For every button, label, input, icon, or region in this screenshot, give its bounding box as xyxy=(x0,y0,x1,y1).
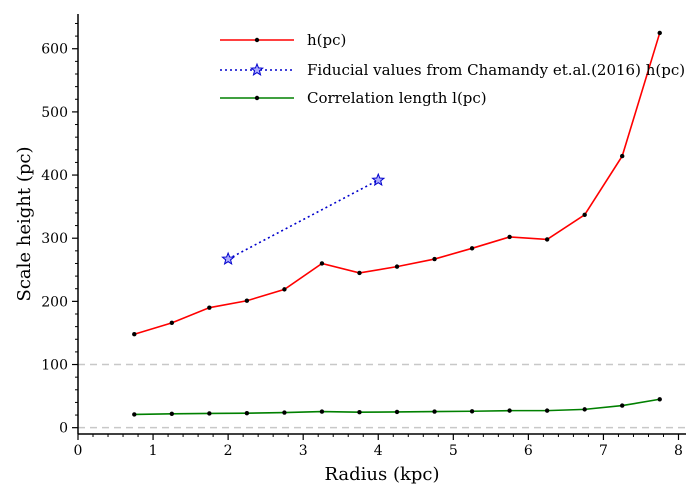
x-tick-label: 5 xyxy=(449,443,458,459)
data-point xyxy=(169,320,175,326)
legend-marker-dot xyxy=(254,95,260,101)
x-tick-label: 7 xyxy=(599,443,608,459)
x-tick-label: 1 xyxy=(149,443,158,459)
data-point xyxy=(469,409,475,414)
data-point xyxy=(357,270,362,276)
y-tick-label: 500 xyxy=(41,105,68,121)
x-tick-label: 0 xyxy=(74,443,83,459)
data-point xyxy=(244,298,250,303)
data-point xyxy=(207,411,212,416)
data-point xyxy=(657,30,662,36)
data-point xyxy=(469,246,475,251)
legend-label-0: h(pc) xyxy=(307,31,346,49)
data-point xyxy=(282,410,287,415)
legend-label-2: Correlation length l(pc) xyxy=(307,89,487,107)
data-point xyxy=(319,409,325,414)
legend-marker-star xyxy=(249,62,265,76)
data-point xyxy=(619,153,625,159)
data-point-star xyxy=(371,172,386,187)
data-point xyxy=(432,409,437,414)
x-axis-title: Radius (kpc) xyxy=(324,464,439,485)
x-tick-label: 2 xyxy=(224,443,233,459)
y-tick-label: 200 xyxy=(41,294,68,310)
legend-marker-dot xyxy=(254,37,260,43)
y-tick-label: 300 xyxy=(41,231,68,247)
data-point xyxy=(582,212,587,218)
y-tick-label: 400 xyxy=(41,168,68,184)
series-line-1 xyxy=(227,179,379,260)
data-point xyxy=(207,305,212,310)
data-point xyxy=(319,261,325,266)
y-tick-label: 600 xyxy=(41,42,68,58)
data-point xyxy=(582,407,587,412)
data-point xyxy=(394,409,400,415)
legend-label-1: Fiducial values from Chamandy et.al.(201… xyxy=(307,61,685,79)
data-point xyxy=(507,408,512,413)
data-point xyxy=(657,397,662,402)
x-tick-label: 3 xyxy=(299,443,308,459)
data-point xyxy=(132,412,137,417)
x-tick-label: 4 xyxy=(374,443,383,459)
x-tick-label: 6 xyxy=(524,443,533,459)
y-tick-label: 0 xyxy=(59,421,68,437)
data-point xyxy=(244,410,250,416)
data-point xyxy=(169,411,175,416)
data-point-star xyxy=(221,251,236,266)
data-point xyxy=(507,234,512,240)
data-point xyxy=(544,237,550,242)
data-point xyxy=(544,408,550,413)
data-point xyxy=(357,410,362,415)
x-tick-label: 8 xyxy=(674,443,683,459)
y-tick-label: 100 xyxy=(41,358,68,374)
y-axis-title: Scale height (pc) xyxy=(14,147,35,302)
data-point xyxy=(432,256,437,262)
data-point xyxy=(132,332,137,337)
data-point xyxy=(282,287,287,292)
data-point xyxy=(394,264,400,269)
data-point xyxy=(619,403,625,408)
